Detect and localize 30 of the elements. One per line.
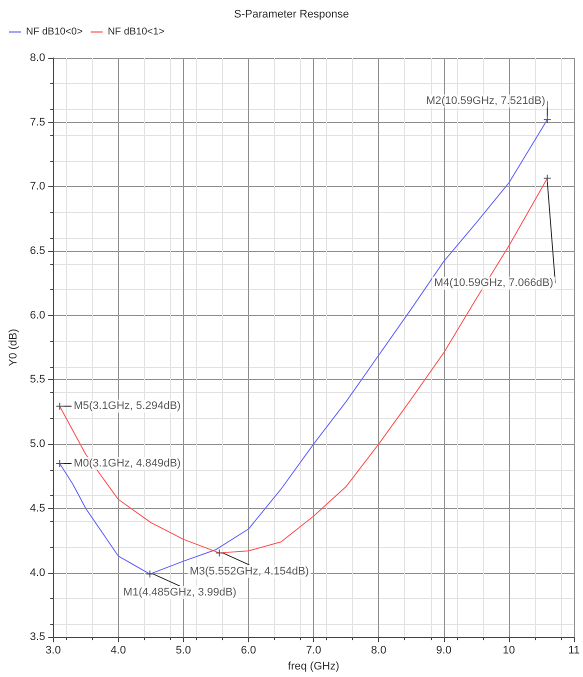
legend-label: NF dB10<0> [26, 26, 83, 38]
x-tick-label: 3.0 [46, 644, 61, 657]
annotation: M1(4.485GHz, 3.99dB) [123, 586, 236, 599]
x-tick-label: 10 [502, 644, 516, 657]
annotation: M3(5.552GHz, 4.154dB) [190, 565, 309, 578]
x-tick-label: 5.0 [176, 644, 192, 657]
y-tick-label: 8.0 [30, 52, 46, 64]
y-tick-label: 3.5 [30, 631, 46, 644]
annotation: M4(10.59GHz, 7.066dB) [434, 277, 554, 290]
x-tick-label: 11 [568, 644, 580, 657]
y-tick-label: 7.5 [30, 116, 46, 128]
y-tick-label: 4.5 [30, 502, 46, 514]
annotation: M2(10.59GHz, 7.521dB) [426, 95, 546, 108]
annotation: M0(3.1GHz, 4.849dB) [74, 458, 181, 470]
y-tick-label: 6.5 [30, 245, 46, 258]
x-tick-label: 8.0 [371, 644, 386, 657]
x-axis-title: freq (GHz) [288, 660, 340, 672]
y-tick-label: 6.0 [30, 309, 46, 322]
chart-title: S-Parameter Response [234, 8, 349, 20]
legend-label: NF dB10<1> [108, 26, 165, 38]
x-tick-label: 7.0 [306, 644, 322, 657]
y-tick-label: 7.0 [30, 180, 46, 193]
y-tick-label: 5.5 [30, 374, 46, 386]
x-tick-label: 4.0 [110, 644, 126, 657]
y-tick-label: 4.0 [30, 566, 46, 579]
annotation: M5(3.1GHz, 5.294dB) [74, 400, 181, 412]
x-tick-label: 9.0 [436, 644, 452, 657]
y-axis-title: Y0 (dB) [8, 328, 20, 366]
x-tick-label: 6.0 [240, 644, 256, 657]
y-tick-label: 5.0 [30, 438, 46, 450]
